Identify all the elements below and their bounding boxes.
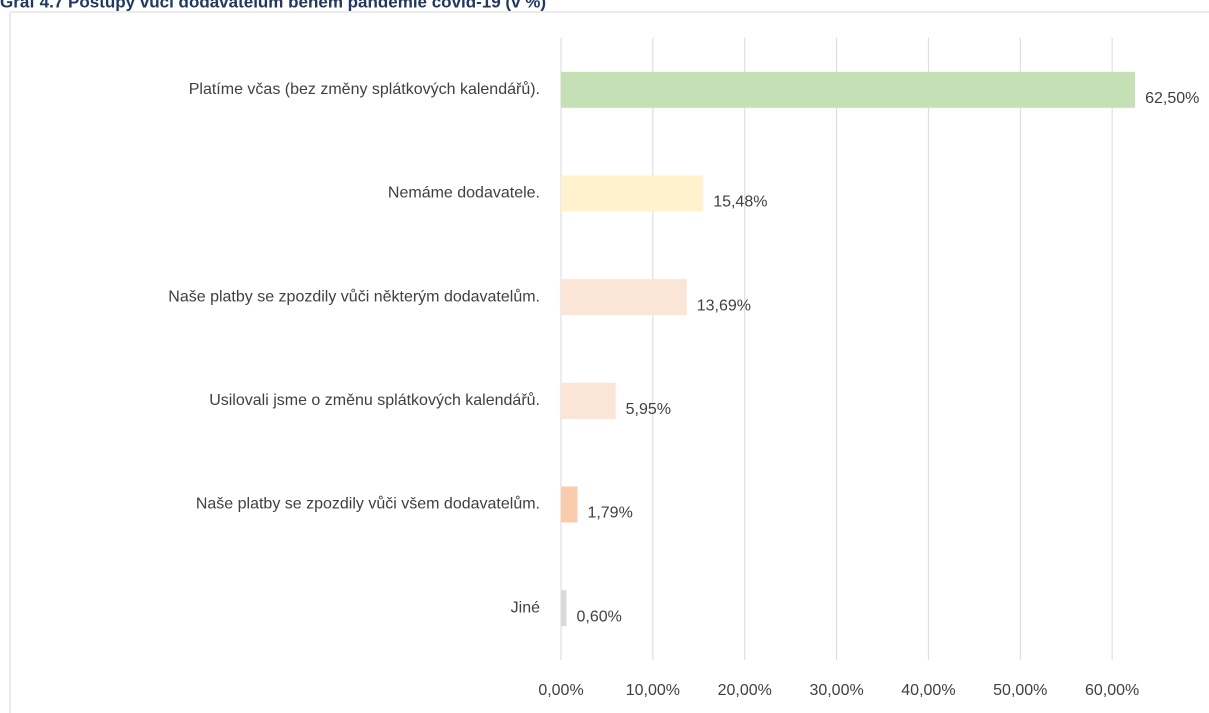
x-tick-label: 0,00% <box>538 682 583 699</box>
x-tick-label: 60,00% <box>1085 682 1139 699</box>
bar <box>561 382 616 419</box>
value-label: 5,95% <box>626 401 671 418</box>
y-tick-label: Usilovali jsme o změnu splátkových kalen… <box>209 391 540 409</box>
y-tick-label: Naše platby se zpozdily vůči všem dodava… <box>196 495 540 513</box>
value-label: 1,79% <box>587 505 632 522</box>
y-tick-label: Platíme včas (bez změny splátkových kale… <box>189 80 540 98</box>
y-tick-label: Nemáme dodavatele. <box>388 185 540 202</box>
value-label: 0,60% <box>577 608 622 625</box>
bar <box>561 71 1136 108</box>
chart-title: Graf 4.7 Postupy vůči dodavatelům během … <box>0 0 546 11</box>
value-label: 15,48% <box>713 194 767 211</box>
x-tick-label: 20,00% <box>718 682 772 699</box>
x-tick-label: 10,00% <box>626 682 680 699</box>
bar <box>561 279 687 316</box>
value-label: 62,50% <box>1145 90 1199 107</box>
x-tick-label: 40,00% <box>901 682 955 699</box>
x-tick-label: 50,00% <box>993 682 1047 699</box>
y-tick-label: Naše platby se zpozdily vůči některým do… <box>168 287 540 305</box>
bar <box>561 590 567 627</box>
bar <box>561 486 578 523</box>
y-tick-label: Jiné <box>511 599 540 616</box>
value-label: 13,69% <box>697 297 751 314</box>
bar <box>561 175 704 212</box>
x-tick-label: 30,00% <box>809 682 863 699</box>
